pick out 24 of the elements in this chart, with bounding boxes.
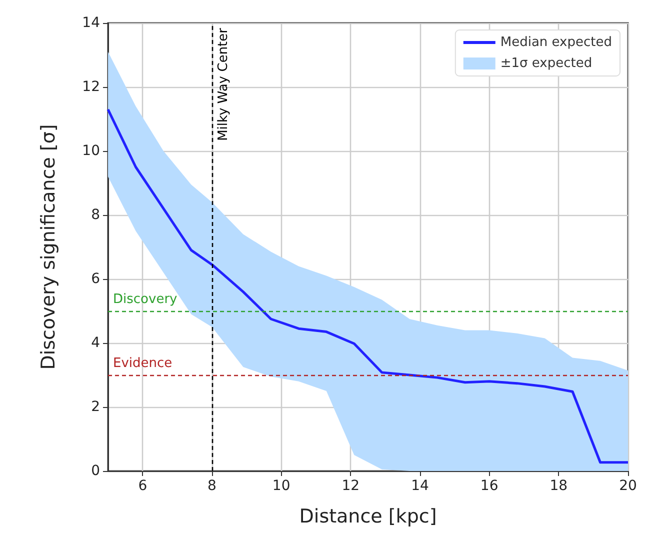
ref-line-label: Discovery — [113, 292, 178, 307]
y-tick-label: 6 — [91, 271, 100, 287]
legend-label: ±1σ expected — [500, 56, 592, 71]
y-tick-label: 14 — [82, 15, 100, 31]
y-tick-label: 12 — [82, 79, 100, 95]
x-tick-label: 18 — [550, 478, 568, 494]
x-tick-label: 8 — [208, 478, 216, 494]
legend-label: Median expected — [500, 35, 612, 50]
x-tick-label: 20 — [619, 478, 637, 494]
y-tick-label: 4 — [91, 335, 100, 351]
x-tick-label: 6 — [138, 478, 148, 494]
x-tick-label: 14 — [411, 478, 429, 494]
y-tick-label: 8 — [91, 207, 100, 223]
y-tick-label: 2 — [91, 399, 100, 415]
ref-line-label: Milky Way Center — [216, 27, 231, 141]
ref-line-label: Evidence — [113, 356, 172, 371]
x-tick-label: 12 — [342, 478, 360, 494]
y-axis-title: Discovery significance [σ] — [38, 124, 60, 370]
x-axis-title: Distance [kpc] — [299, 506, 437, 528]
line-series — [106, 108, 630, 464]
x-tick-label: 10 — [272, 478, 290, 494]
x-tick-label: 16 — [480, 478, 498, 494]
y-tick-label: 0 — [91, 463, 100, 479]
y-tick-label: 10 — [82, 143, 100, 159]
